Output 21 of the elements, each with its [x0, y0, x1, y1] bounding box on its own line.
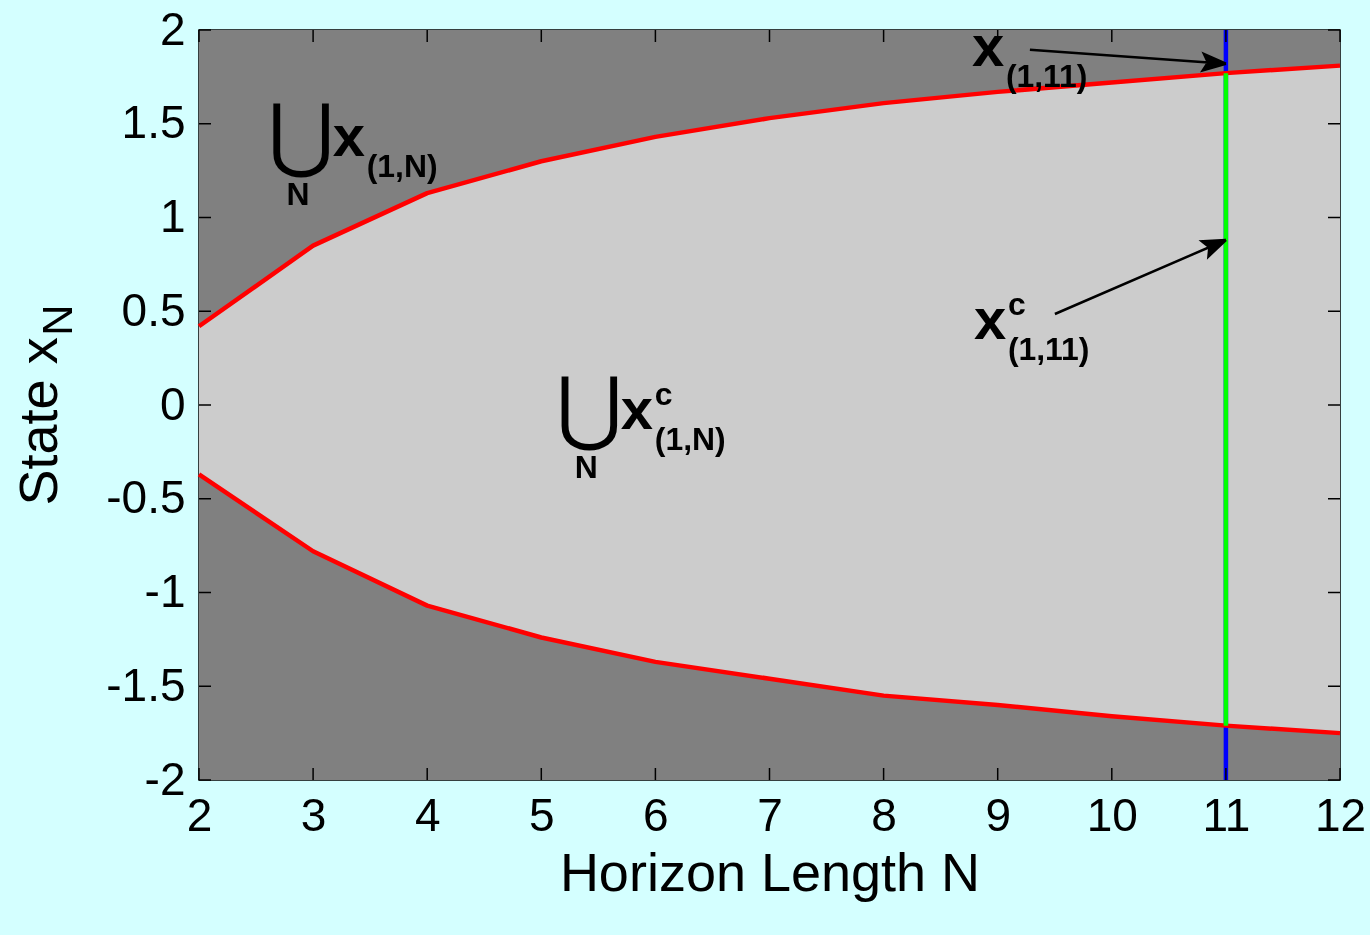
y-tick-label: -1 — [144, 565, 186, 617]
x-tick-label: 3 — [300, 788, 327, 841]
y-axis-title: State xN — [8, 304, 82, 506]
x-tick-label: 6 — [643, 788, 669, 841]
x-axis-title: Horizon Length N — [559, 841, 981, 902]
x-tick-label: 4 — [414, 788, 441, 841]
x-tick-label: 10 — [1086, 788, 1138, 841]
y-tick-label: 0.5 — [121, 283, 186, 336]
x-tick-label: 8 — [871, 788, 897, 841]
x-tick-label: 9 — [985, 788, 1011, 841]
x-tick-label: 12 — [1314, 788, 1367, 841]
y-tick-label: 1.5 — [121, 96, 186, 149]
y-tick-label: 2 — [159, 2, 186, 55]
y-tick-label: -0.5 — [106, 471, 186, 524]
y-tick-label: -1.5 — [106, 658, 186, 711]
x-tick-label: 7 — [757, 788, 783, 841]
y-tick-label: 1 — [159, 190, 186, 242]
y-tick-label: 0 — [159, 377, 186, 430]
y-tick-label: -2 — [144, 752, 186, 805]
x-tick-label: 5 — [529, 788, 555, 841]
x-tick-label: 11 — [1202, 788, 1251, 841]
